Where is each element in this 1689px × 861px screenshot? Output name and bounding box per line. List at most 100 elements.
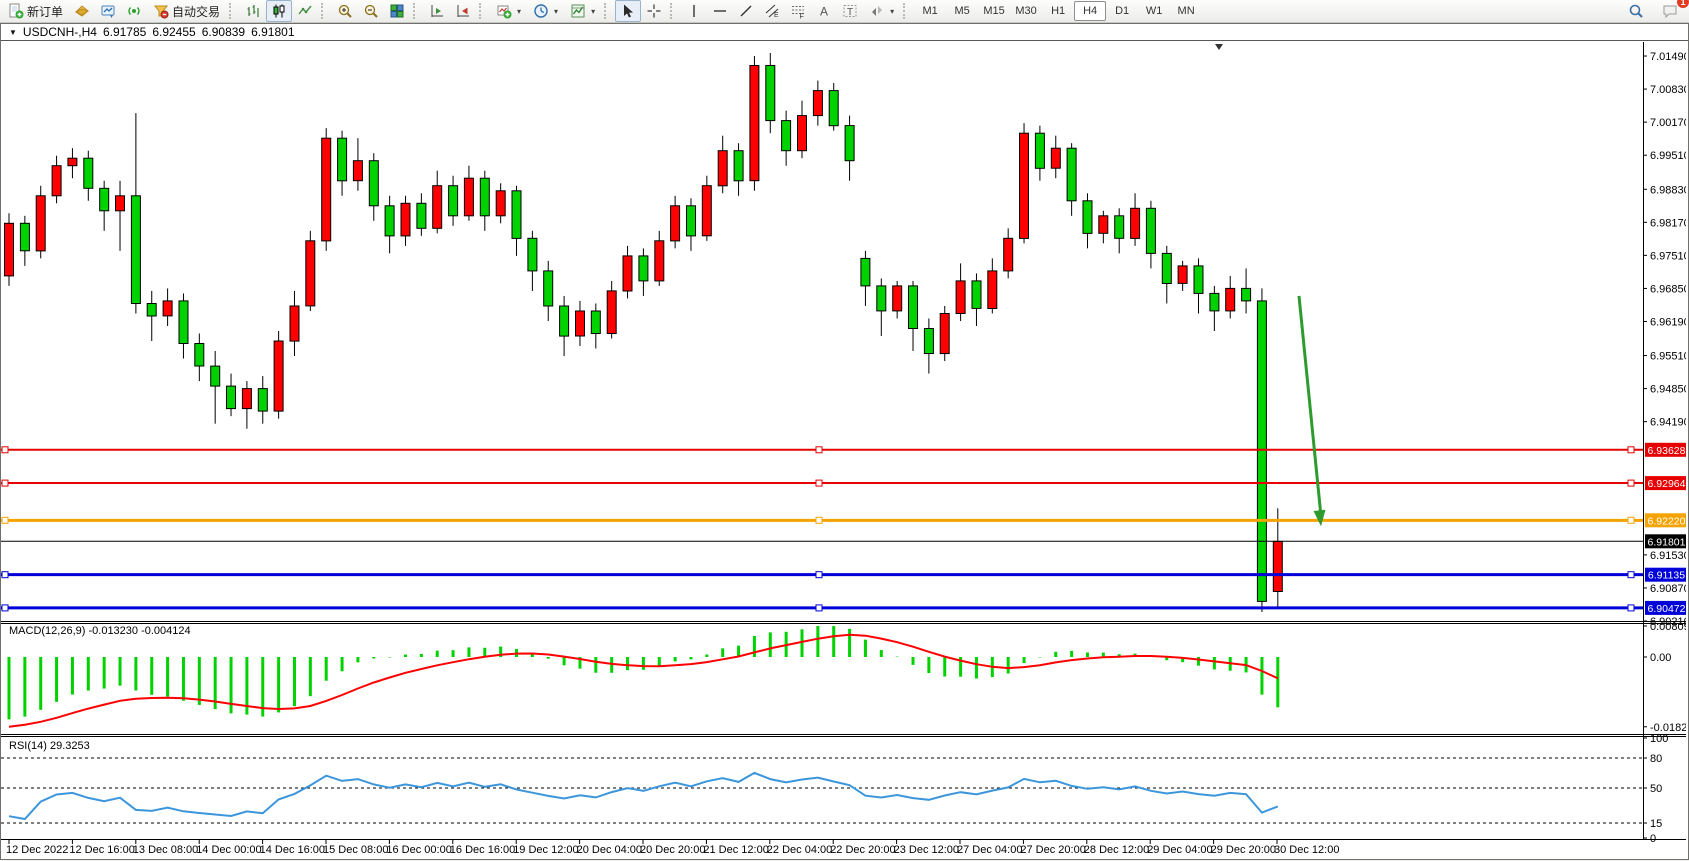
periods-button[interactable]: ▾ — [527, 0, 564, 22]
toolbar-grip[interactable] — [479, 3, 487, 19]
toolbar-grip[interactable] — [604, 3, 612, 19]
line-chart-button[interactable] — [292, 0, 318, 22]
horizontal-line-button[interactable] — [707, 0, 733, 22]
timeframe-h4-button[interactable]: H4 — [1074, 1, 1107, 21]
line-handle[interactable] — [815, 571, 823, 579]
candle — [400, 202, 411, 237]
timeframe-mn-button[interactable]: MN — [1177, 5, 1195, 17]
line-handle[interactable] — [1627, 571, 1635, 579]
zoom-in-button[interactable] — [332, 0, 358, 22]
toolbar-grip[interactable] — [321, 3, 329, 19]
timeframe-m5-button[interactable]: M5 — [954, 5, 970, 17]
tile-windows-button[interactable] — [384, 0, 410, 22]
signals-button[interactable] — [121, 0, 147, 22]
candle — [463, 177, 474, 217]
candle — [701, 185, 712, 237]
rsi-axis-label: 50 — [1650, 783, 1662, 795]
axis-price-badge — [1645, 567, 1686, 582]
candle — [337, 137, 348, 182]
templates-button[interactable]: ▾ — [564, 0, 601, 22]
chart-canvas[interactable]: 7.01490 7.00830 7.00170 6.99510 6.98830 6.981… — [1, 24, 1686, 857]
gold-book-icon — [74, 5, 90, 17]
ohlc-close: 6.91801 — [251, 25, 295, 39]
text-label-icon: T — [843, 5, 857, 18]
ohlc-open: 6.91785 — [102, 25, 147, 39]
svg-text:E: E — [774, 12, 779, 19]
timeframe-d1-button[interactable]: D1 — [1115, 5, 1130, 17]
line-handle[interactable] — [815, 446, 823, 454]
candle — [797, 115, 807, 152]
line-handle[interactable] — [815, 604, 823, 612]
new-order-label: 新订单 — [27, 4, 64, 19]
date-label: 20 Dec 20:00 — [640, 844, 705, 856]
add-indicator-button[interactable]: ▾ — [490, 0, 527, 22]
candle — [51, 165, 62, 197]
vertical-line-icon — [693, 5, 695, 17]
fibonacci-icon: F — [792, 6, 805, 19]
autotrading-button[interactable]: 自动交易 — [147, 0, 226, 22]
fibonacci-button[interactable]: F — [785, 0, 811, 22]
timeframe-m30-button[interactable]: M30 — [1015, 5, 1037, 17]
candle — [1272, 540, 1283, 593]
vertical-line-button[interactable] — [681, 0, 707, 22]
annotation-arrow-head[interactable] — [1313, 509, 1326, 527]
candlestick-chart-button[interactable] — [266, 0, 293, 22]
line-handle[interactable] — [1, 479, 9, 487]
publish-chart-button[interactable] — [95, 0, 121, 22]
macd-axis-label: 0.00 — [1650, 652, 1671, 664]
price-tick-label: 7.01490 — [1650, 51, 1686, 63]
line-handle[interactable] — [815, 479, 823, 487]
crosshair-button[interactable] — [641, 0, 667, 22]
candle — [1098, 215, 1109, 234]
timeframe-m15-button[interactable]: M15 — [983, 5, 1005, 17]
zoom-out-button[interactable] — [358, 0, 384, 22]
cursor-button[interactable] — [615, 0, 642, 22]
trendline-button[interactable] — [733, 0, 759, 22]
axis-price-badge-label: 6.92964 — [1648, 478, 1686, 490]
date-label: 16 Dec 16:00 — [450, 844, 515, 856]
chart-shift-button[interactable] — [424, 0, 450, 22]
bar-chart-button[interactable] — [240, 0, 266, 22]
toolbar-grip[interactable] — [413, 3, 421, 19]
line-handle[interactable] — [1627, 479, 1635, 487]
equidistant-channel-button[interactable]: E — [759, 0, 785, 22]
line-handle[interactable] — [1627, 446, 1635, 454]
toolbar-grip[interactable] — [229, 3, 237, 19]
line-handle[interactable] — [1, 446, 9, 454]
chart-window[interactable]: ▼ USDCNH-,H4 6.91785 6.92455 6.90839 6.9… — [0, 23, 1689, 860]
market-watch-button[interactable] — [69, 0, 95, 22]
notifications-button[interactable]: 1 — [1657, 0, 1689, 22]
annotation-arrow-shaft[interactable] — [1297, 295, 1323, 517]
new-order-icon — [9, 3, 24, 19]
line-handle[interactable] — [1, 516, 9, 524]
timeframe-h1-button[interactable]: H1 — [1051, 5, 1066, 17]
chat-bubble-icon — [1663, 5, 1677, 19]
candle — [257, 388, 268, 412]
toolbar-grip[interactable] — [670, 3, 678, 19]
line-handle[interactable] — [1, 571, 9, 579]
text-button[interactable]: A — [811, 0, 837, 22]
axis-price-badge — [1645, 476, 1686, 491]
candle — [479, 177, 490, 217]
arrows-button[interactable]: ▾ — [863, 0, 900, 22]
shift-marker[interactable] — [1215, 44, 1223, 50]
candle — [1034, 132, 1045, 169]
line-handle[interactable] — [1, 604, 9, 612]
timeframe-m1-button[interactable]: M1 — [922, 5, 938, 17]
axis-price-badge — [1645, 513, 1686, 528]
toolbar-grip[interactable] — [903, 3, 911, 19]
macd-value: -0.013230 — [88, 625, 139, 637]
candle — [1066, 147, 1077, 202]
auto-scroll-button[interactable] — [450, 0, 476, 22]
timeframe-w1-button[interactable]: W1 — [1145, 5, 1163, 17]
search-button[interactable] — [1623, 0, 1649, 22]
line-handle[interactable] — [1627, 516, 1635, 524]
chart-menu-dropdown-icon[interactable]: ▼ — [9, 27, 17, 37]
candle — [448, 185, 459, 217]
rsi-axis-label: 0 — [1650, 833, 1656, 845]
new-order-button[interactable]: 新订单 — [2, 0, 69, 22]
line-handle[interactable] — [815, 516, 823, 524]
line-handle[interactable] — [1627, 604, 1635, 612]
text-label-button[interactable]: T — [837, 0, 863, 22]
candle — [416, 202, 427, 229]
